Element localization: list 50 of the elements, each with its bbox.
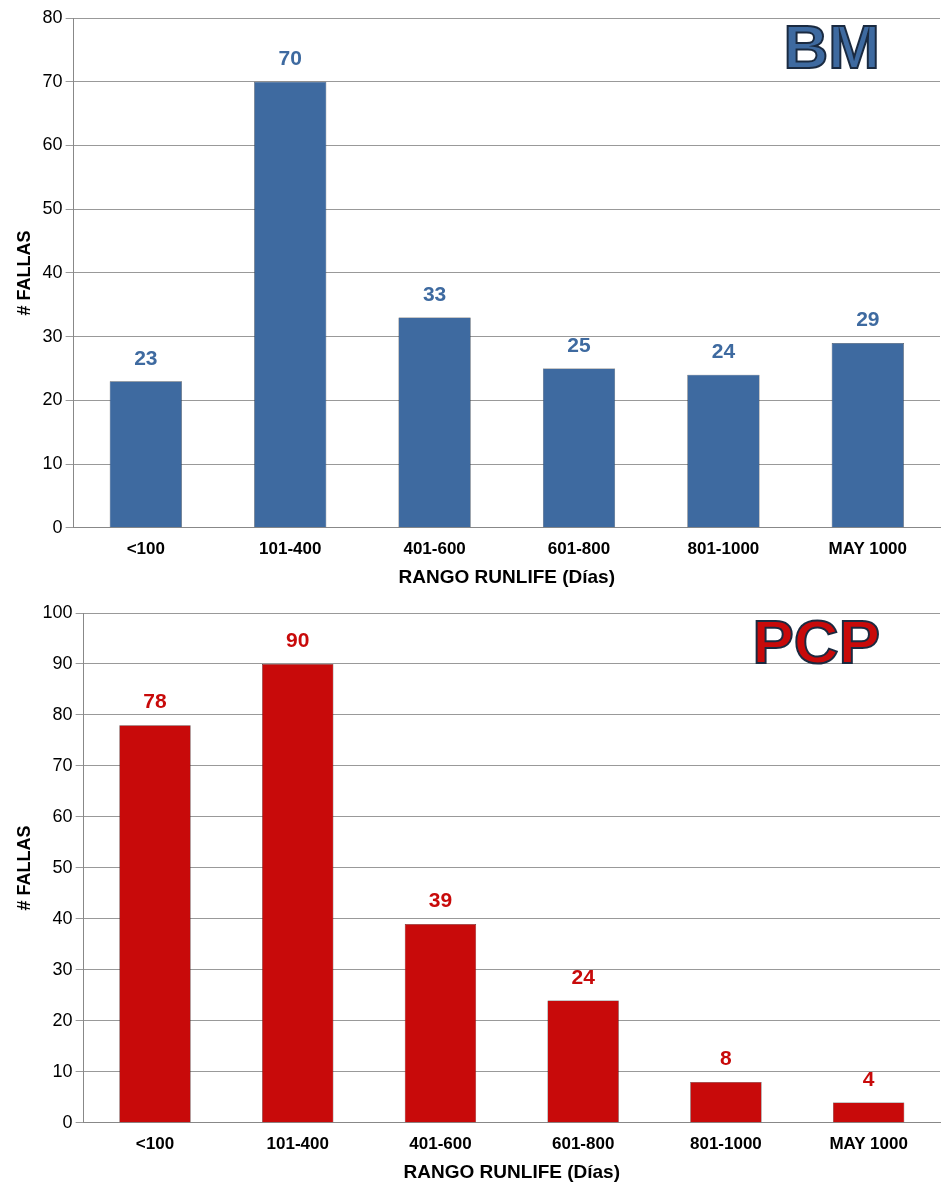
data-label: 4 [862,1066,875,1090]
y-tick-label: 40 [52,907,73,928]
x-tick-label: <100 [135,1133,175,1153]
y-tick-label: 20 [52,1009,73,1030]
y-tick-label: 90 [52,652,73,673]
x-tick-label: 801-1000 [689,1133,762,1153]
x-tick-label: MAY 1000 [828,538,908,558]
data-label: 39 [428,888,453,912]
x-tick-label: 101-400 [259,538,322,558]
y-axis-title: # FALLAS [13,230,34,316]
x-tick-label: 401-600 [409,1133,472,1153]
y-tick-label: 100 [42,601,73,622]
y-tick-label: 0 [62,1111,73,1132]
x-tick-label: <100 [126,538,165,558]
data-label: 23 [134,345,158,369]
y-tick-label: 70 [52,754,73,775]
y-tick-label: 80 [42,6,63,27]
y-tick-label: 10 [52,1060,73,1081]
data-label: 33 [422,281,447,305]
y-tick-label: 60 [42,134,63,155]
x-tick-label: 801-1000 [687,538,760,558]
y-tick-label: 50 [42,198,63,219]
data-label: 78 [143,689,167,713]
y-tick-label: 30 [42,325,63,346]
data-label: 25 [567,332,592,356]
data-label: 90 [286,628,310,652]
data-label: 24 [711,339,736,363]
x-tick-label: 601-800 [547,538,611,558]
data-label: 29 [856,307,880,331]
x-tick-label: 101-400 [266,1133,329,1153]
x-axis-title: RANGO RUNLIFE (Días) [403,1160,621,1182]
chart-title: PCP [752,607,880,677]
chart-title: BM [783,12,880,82]
x-tick-label: 401-600 [403,538,466,558]
y-axis-title: # FALLAS [13,825,34,911]
y-tick-label: 10 [42,453,63,474]
y-tick-label: 60 [52,805,73,826]
y-tick-label: 20 [42,389,63,410]
y-tick-label: 70 [42,70,63,91]
x-tick-label: 601-800 [551,1133,615,1153]
y-tick-label: 30 [52,958,73,979]
x-tick-label: MAY 1000 [829,1133,908,1153]
y-tick-label: 0 [52,516,63,537]
x-axis-title: RANGO RUNLIFE (Días) [398,565,616,587]
data-label: 24 [571,964,596,988]
y-tick-label: 40 [42,261,63,282]
y-tick-label: 50 [52,856,73,877]
y-tick-label: 80 [52,703,73,724]
data-label: 8 [720,1046,733,1070]
data-label: 70 [278,46,302,70]
